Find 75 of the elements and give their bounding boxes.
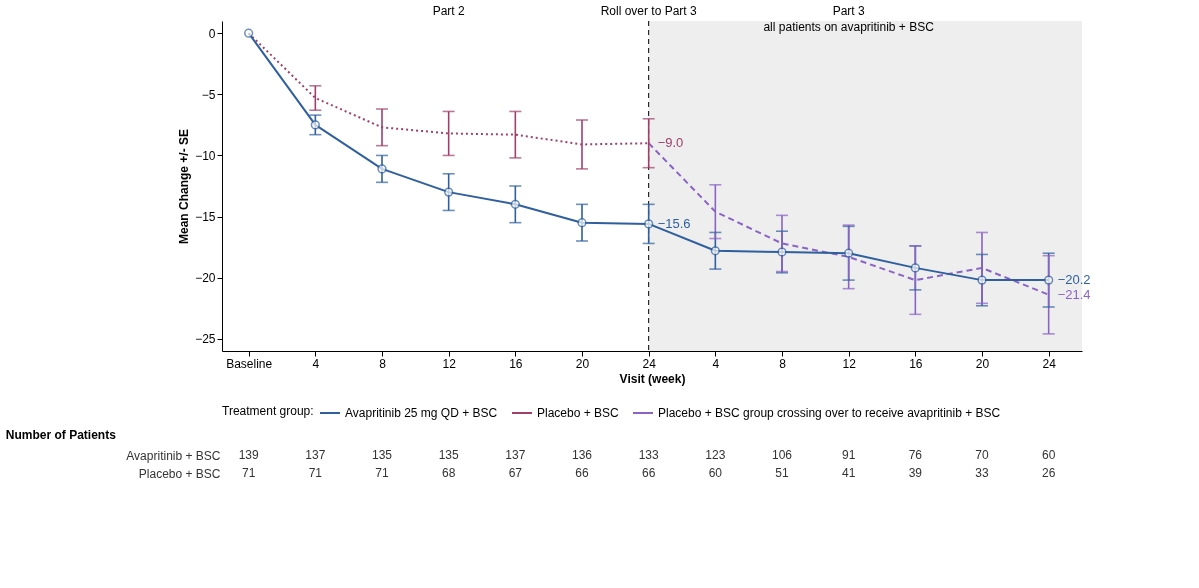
data-label: 60: [1041, 448, 1056, 462]
x-tick-label: 12: [842, 356, 857, 371]
data-label: 68: [441, 466, 456, 480]
y-tick-label: −20: [195, 271, 216, 286]
data-label: −15.6: [657, 215, 691, 231]
legend-label: Avapritinib 25 mg QD + BSC: [345, 406, 498, 420]
y-tick-label: −15: [195, 210, 216, 225]
data-label: 51: [775, 466, 789, 480]
y-tick-label: −5: [201, 87, 216, 102]
point: [644, 219, 654, 229]
x-tick-label: 8: [779, 356, 787, 371]
data-label: 67: [508, 466, 523, 480]
legend-label: Placebo + BSC group crossing over to receive avapritinib + BSC: [658, 406, 1001, 420]
data-label: 71: [241, 466, 256, 480]
data-label: 33: [975, 466, 989, 480]
data-label: 26: [1041, 466, 1056, 480]
point: [310, 120, 320, 130]
data-label: 133: [638, 448, 659, 462]
data-label: 137: [505, 448, 526, 462]
text: Roll over to Part 3: [600, 4, 698, 18]
annotation: all patients on avapritinib + BSC: [763, 20, 935, 34]
data-label: 123: [705, 448, 726, 462]
x-tick-label: 20: [975, 356, 990, 371]
data-label: −20.2: [1057, 272, 1091, 288]
y-axis-title: Mean Change +/- SE: [177, 128, 192, 245]
x-tick-label: 24: [642, 356, 657, 371]
data-label: 135: [438, 448, 459, 462]
text: Part 3: [832, 4, 865, 18]
point: [510, 199, 520, 209]
point: [844, 248, 854, 258]
text: Part 2: [432, 4, 465, 18]
data-label: 66: [575, 466, 589, 480]
x-tick-label: 24: [1042, 356, 1057, 371]
data-label: 139: [238, 448, 259, 462]
x-tick-label: 16: [509, 356, 523, 371]
y-tick-label: −25: [195, 332, 216, 347]
data-label: 136: [571, 448, 593, 462]
x-tick-label: 4: [312, 356, 320, 371]
point: [577, 218, 587, 228]
legend-label: Placebo + BSC: [537, 406, 620, 420]
data-label: 135: [371, 448, 393, 462]
point: [777, 247, 787, 257]
point: [977, 275, 987, 285]
x-tick-label: Baseline: [226, 356, 273, 371]
point: [710, 246, 720, 256]
x-tick-label: 20: [575, 356, 590, 371]
data-label: 41: [841, 466, 856, 480]
data-label: 91: [841, 448, 856, 462]
data-label: 66: [641, 466, 656, 480]
x-axis-title: Visit (week): [619, 371, 686, 386]
y-tick-label: 0: [208, 26, 216, 41]
point: [910, 263, 920, 273]
data-label: 60: [708, 466, 723, 480]
data-label: 71: [375, 466, 389, 480]
y-tick-label: Avapritinib + BSC: [126, 448, 221, 463]
text: Number of Patients: [5, 428, 117, 442]
x-tick-label: 4: [712, 356, 720, 371]
y-tick-label: Placebo + BSC: [138, 466, 221, 481]
point: [244, 28, 254, 38]
data-label: 39: [908, 466, 923, 480]
y-tick-label: −10: [195, 148, 216, 163]
data-label: 70: [975, 448, 989, 462]
data-label: 137: [305, 448, 326, 462]
point: [1044, 275, 1054, 285]
point: [444, 187, 454, 197]
legend-title: Treatment group:: [222, 404, 314, 418]
data-label: 71: [308, 466, 323, 480]
point: [377, 164, 387, 174]
data-label: −21.4: [1057, 286, 1091, 302]
x-tick-label: 12: [442, 356, 457, 371]
x-tick-label: 8: [379, 356, 387, 371]
data-label: 76: [908, 448, 923, 462]
x-tick-label: 16: [909, 356, 923, 371]
data-label: 106: [771, 448, 793, 462]
data-label: −9.0: [657, 135, 684, 151]
